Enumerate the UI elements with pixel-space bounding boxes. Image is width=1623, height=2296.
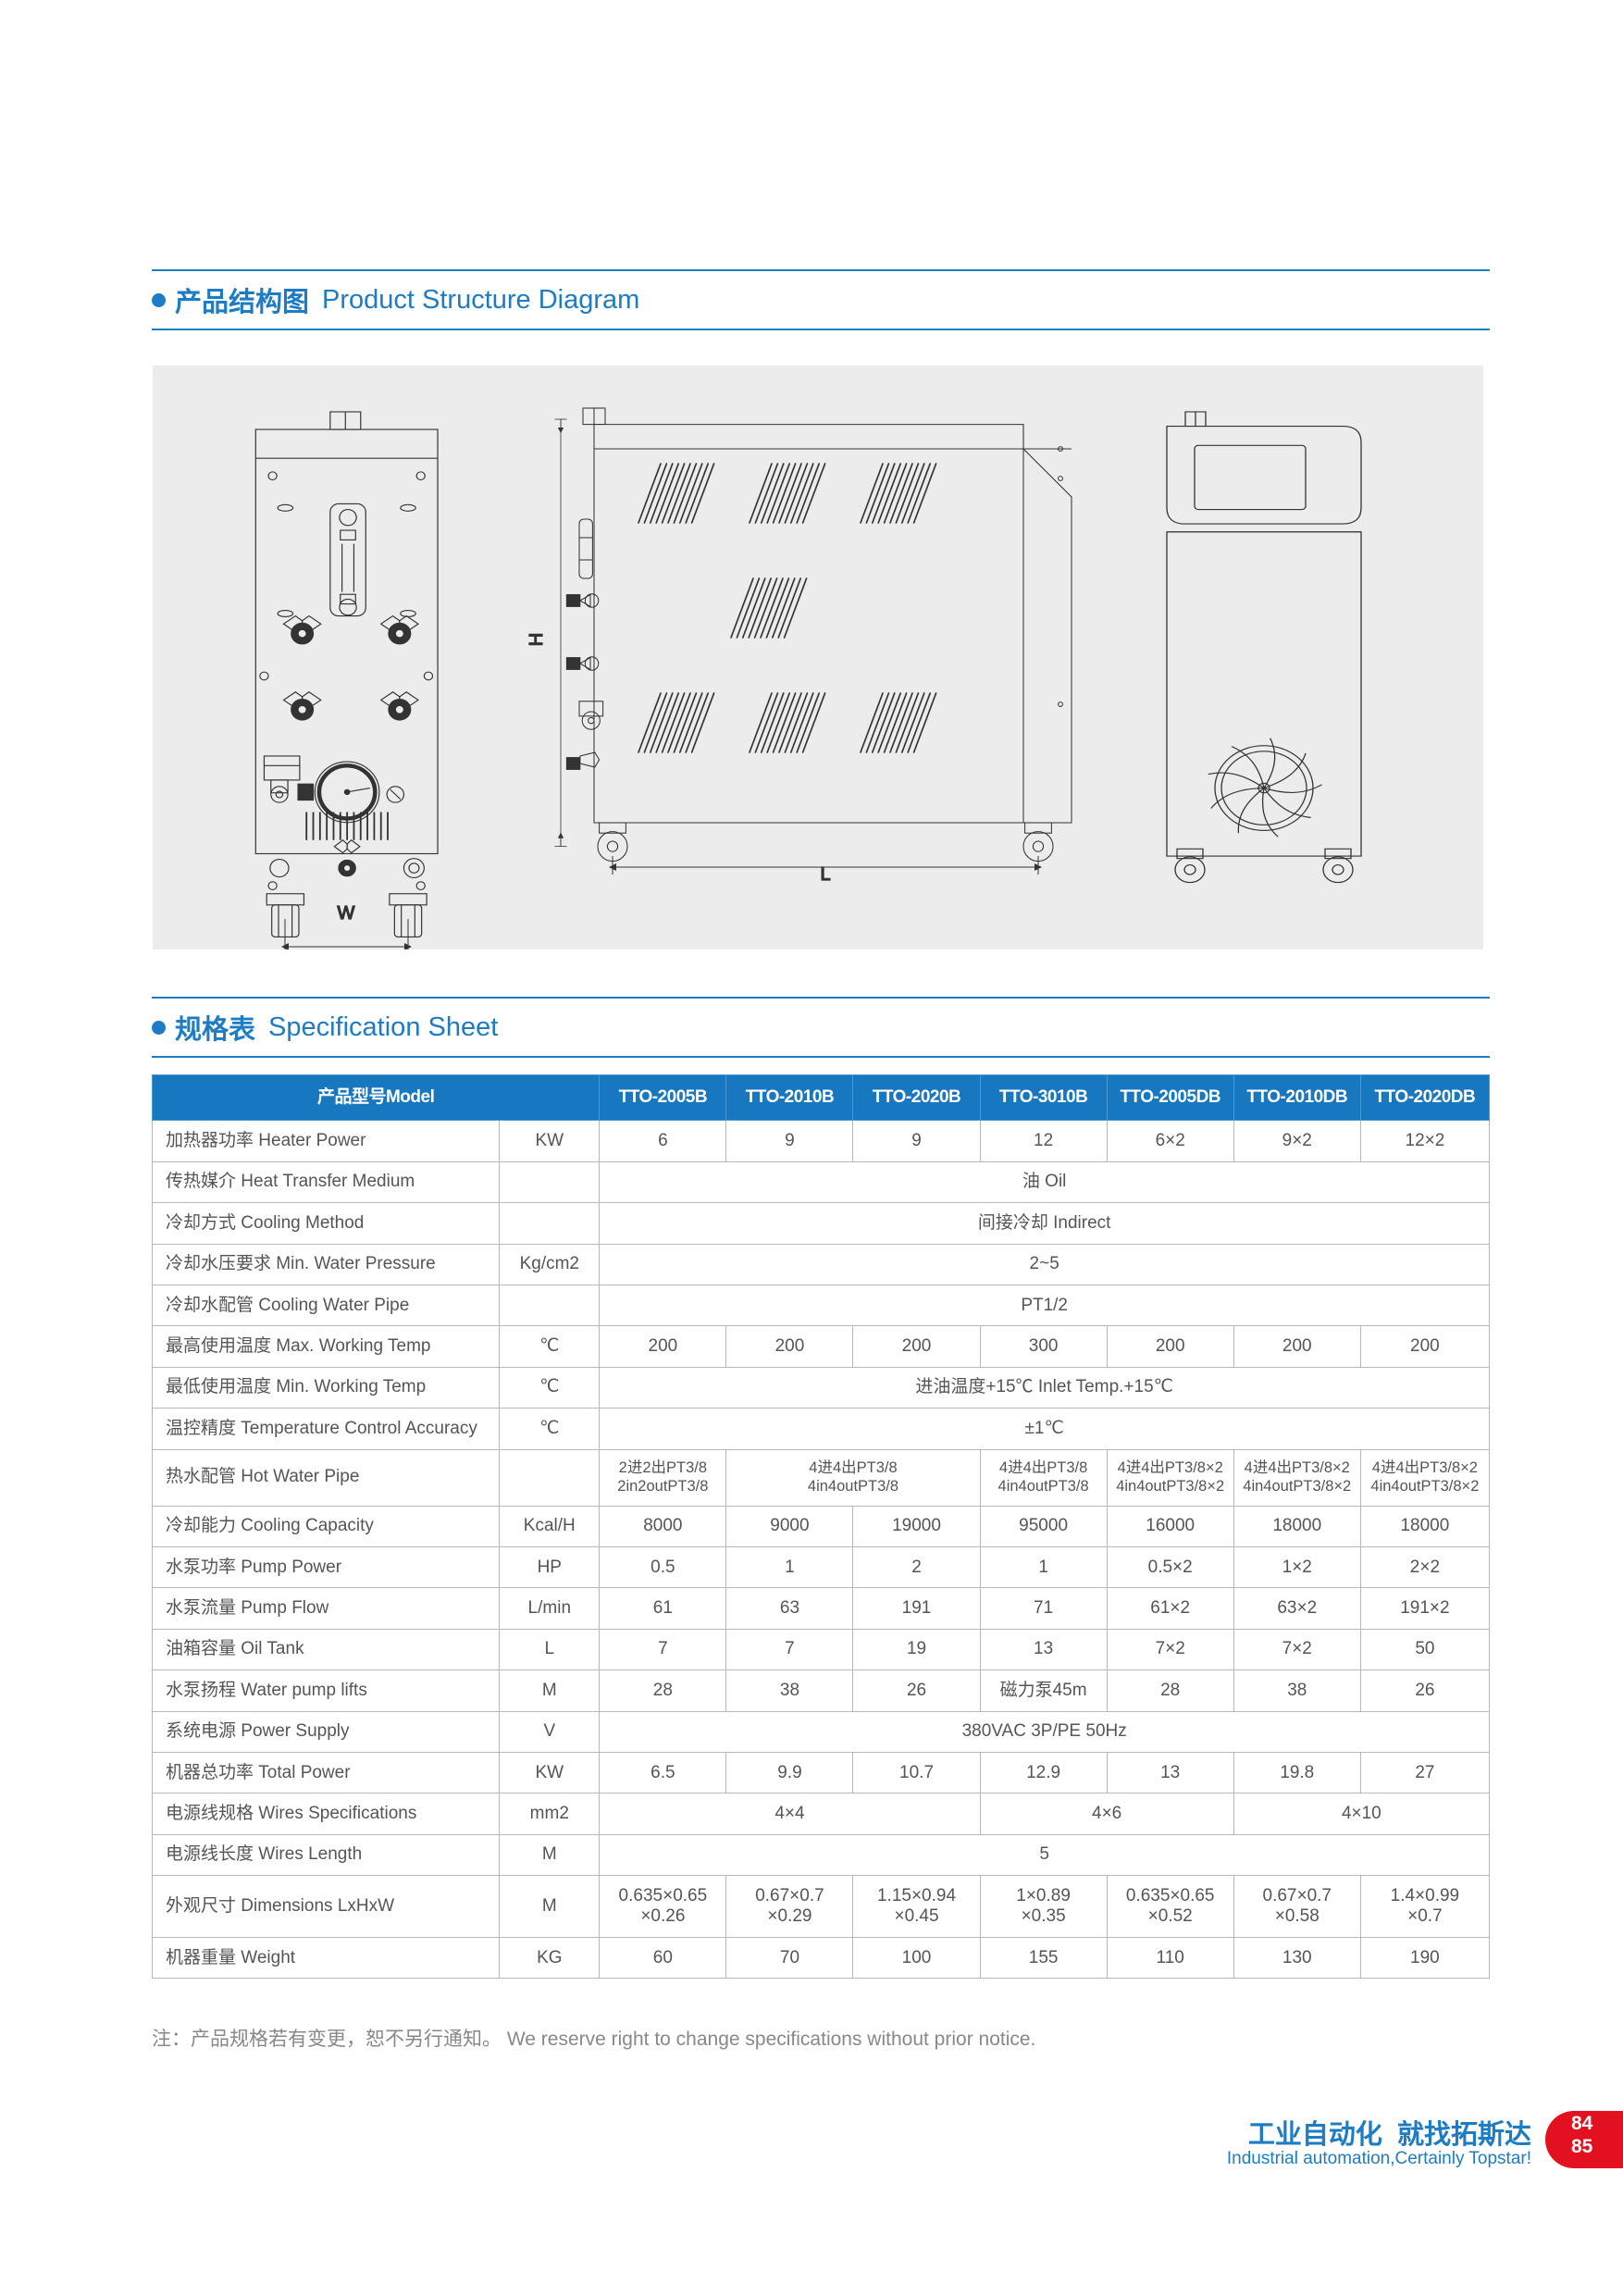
svg-text:L: L: [820, 864, 830, 885]
svg-text:H: H: [527, 633, 547, 646]
svg-text:W: W: [338, 903, 355, 924]
